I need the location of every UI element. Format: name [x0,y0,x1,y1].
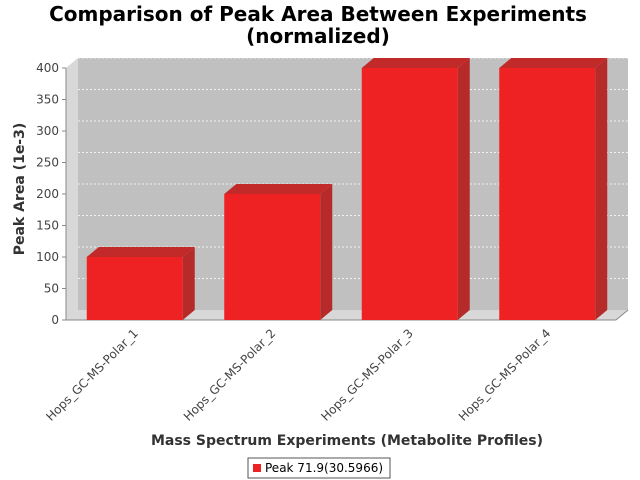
y-tick-label: 50 [44,282,59,296]
bar [224,194,321,320]
bar-top [361,58,470,68]
y-axis-ticks: 0 50 100 150 200 250 300 350 400 [36,61,66,327]
bar-side [595,58,608,320]
y-axis-title: Peak Area (1e-3) [12,123,28,256]
bar-top [224,184,333,194]
y-tick-label: 300 [36,124,59,138]
legend-label: Peak 71.9(30.5966) [265,461,383,475]
y-tick-label: 0 [51,313,59,327]
x-axis-ticks: Hops_GC-MS-Polar_1 Hops_GC-MS-Polar_2 Hops… [43,326,553,424]
bar [499,68,596,320]
plot-side-wall [66,58,78,320]
bar-side [457,58,470,320]
x-tick-label: Hops_GC-MS-Polar_4 [456,326,554,424]
chart-title-line-2: (normalized) [246,24,390,48]
floor-edge [615,309,629,321]
legend-swatch [253,464,261,472]
bars [86,58,608,320]
legend-box [247,457,391,479]
y-tick-label: 350 [36,93,59,107]
bar [361,68,458,320]
bar-top [499,58,608,68]
y-tick-label: 150 [36,219,59,233]
y-tick-label: 200 [36,187,59,201]
x-tick-label: Hops_GC-MS-Polar_1 [43,326,141,424]
y-tick-label: 250 [36,156,59,170]
chart-title-line-1: Comparison of Peak Area Between Experime… [49,2,587,26]
x-axis-title: Mass Spectrum Experiments (Metabolite Pr… [151,433,543,449]
bar [86,257,183,320]
x-tick-label: Hops_GC-MS-Polar_2 [181,326,279,424]
bar-side [182,247,195,320]
legend: Peak 71.9(30.5966) [247,457,391,479]
bar-top [86,247,195,257]
plot-floor [66,310,628,320]
x-tick-label: Hops_GC-MS-Polar_3 [318,326,416,424]
bar-side [320,184,333,320]
y-tick-label: 400 [36,61,59,75]
y-tick-label: 100 [36,250,59,264]
